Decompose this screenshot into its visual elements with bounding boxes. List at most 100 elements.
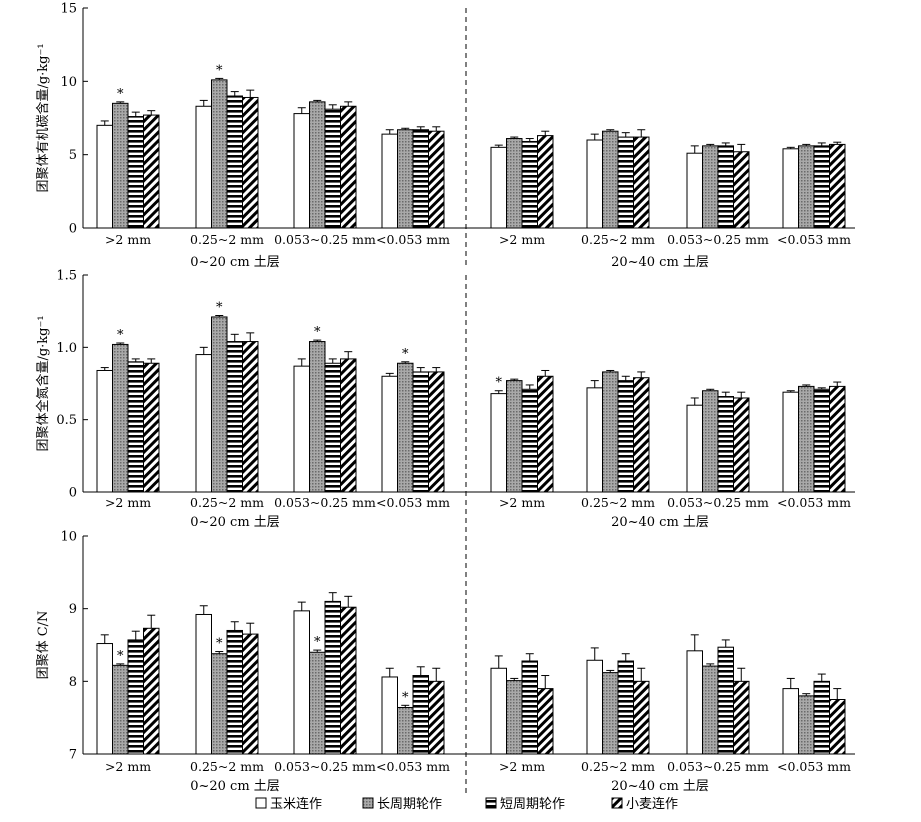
- significance-marker: *: [216, 637, 223, 652]
- x-category-label: 0.053~0.25 mm: [274, 232, 376, 247]
- bar-long-rotation: [506, 138, 523, 229]
- bar-maize: [96, 643, 113, 755]
- bar-wheat: [537, 688, 554, 755]
- significance-marker: *: [117, 328, 124, 343]
- bar-long-rotation: [798, 385, 815, 493]
- bar-maize: [381, 676, 398, 755]
- legend-item-long-rotation: 长周期轮作: [362, 797, 442, 812]
- bar-short-rotation: [521, 388, 538, 493]
- bar-long-rotation: [798, 145, 815, 229]
- bar-short-rotation: [617, 136, 634, 229]
- bar-wheat: [340, 358, 357, 493]
- bar-wheat: [428, 130, 445, 229]
- bar-maize: [686, 650, 703, 755]
- bar-short-rotation: [717, 646, 734, 755]
- x-category-label: >2 mm: [499, 232, 545, 247]
- bar-maize: [195, 613, 212, 755]
- bar-maize: [293, 365, 310, 493]
- bar-long-rotation: [702, 145, 719, 229]
- x-group-label: 0~20 cm 土层: [190, 255, 280, 270]
- legend-swatch-hatch: [611, 797, 623, 809]
- bar-wheat: [733, 397, 750, 493]
- y-tick-label: 8: [69, 675, 77, 690]
- bar-short-rotation: [813, 145, 830, 229]
- x-group-label: 20~40 cm 土层: [611, 779, 709, 794]
- legend-item-maize: 玉米连作: [255, 796, 322, 812]
- y-tick-label: 10: [60, 75, 77, 90]
- y-axis-title: 团聚体 C/N: [36, 611, 51, 680]
- bar-short-rotation: [617, 660, 634, 755]
- bar-maize: [686, 152, 703, 229]
- bar-maize: [586, 659, 603, 755]
- x-category-label: 0.053~0.25 mm: [667, 759, 769, 774]
- significance-marker: *: [314, 635, 321, 650]
- x-category-label: 0.053~0.25 mm: [274, 495, 376, 510]
- legend: 玉米连作 长周期轮作 短周期轮作 小麦连作: [255, 796, 678, 812]
- bar-long-rotation: [602, 672, 619, 755]
- x-category-label: <0.053 mm: [777, 759, 851, 774]
- bar-maize: [782, 391, 799, 493]
- bar-long-rotation: [506, 380, 523, 493]
- bar-maize: [490, 667, 507, 755]
- x-group-label: 20~40 cm 土层: [611, 255, 709, 270]
- legend-swatch-dots: [362, 797, 374, 809]
- bar-maize: [195, 354, 212, 493]
- bar-short-rotation: [324, 600, 341, 755]
- bar-wheat: [242, 341, 259, 493]
- bar-wheat: [428, 680, 445, 755]
- bar-short-rotation: [226, 629, 243, 755]
- x-category-label: 0.25~2 mm: [581, 495, 655, 510]
- x-group-label: 20~40 cm 土层: [611, 515, 709, 530]
- x-category-label: <0.053 mm: [376, 759, 450, 774]
- panels-root: 0 5 10 15 团聚体有机碳含量/g·kg⁻¹ >2 mm 0.25~2 mm 0.053…: [35, 2, 855, 794]
- y-tick-label: 0.5: [56, 413, 77, 428]
- x-category-label: 0.25~2 mm: [190, 495, 264, 510]
- bar-wheat: [733, 680, 750, 755]
- bar-short-rotation: [717, 145, 734, 229]
- bar-short-rotation: [127, 361, 144, 493]
- bar-maize: [782, 688, 799, 755]
- y-tick-label: 0: [69, 222, 77, 237]
- bar-maize: [586, 387, 603, 493]
- bar-wheat: [633, 136, 650, 229]
- x-category-label: >2 mm: [499, 759, 545, 774]
- bar-short-rotation: [521, 660, 538, 755]
- significance-marker: *: [117, 649, 124, 664]
- bar-wheat: [340, 606, 357, 755]
- y-axis-title: 团聚体有机碳含量/g·kg⁻¹: [35, 43, 51, 192]
- x-group-label: 0~20 cm 土层: [190, 779, 280, 794]
- bar-long-rotation: [112, 343, 129, 493]
- y-axis-title: 团聚体全氮含量/g·kg⁻¹: [35, 315, 51, 451]
- bar-short-rotation: [324, 108, 341, 229]
- x-category-label: 0.053~0.25 mm: [667, 232, 769, 247]
- bar-wheat: [537, 135, 554, 229]
- y-tick-label: 1.5: [56, 269, 77, 284]
- bar-short-rotation: [617, 380, 634, 493]
- bar-long-rotation: [602, 130, 619, 229]
- y-tick-label: 10: [60, 530, 77, 545]
- x-category-label: <0.053 mm: [376, 495, 450, 510]
- bar-long-rotation: [397, 706, 414, 755]
- x-category-label: 0.053~0.25 mm: [667, 495, 769, 510]
- bar-long-rotation: [397, 129, 414, 229]
- x-category-label: >2 mm: [499, 495, 545, 510]
- chart-panel-1: 0 5 10 15 团聚体有机碳含量/g·kg⁻¹ >2 mm 0.25~2 mm 0.053…: [35, 2, 855, 270]
- bar-wheat: [829, 699, 846, 755]
- bar-long-rotation: [397, 362, 414, 493]
- bar-long-rotation: [702, 390, 719, 493]
- bar-maize: [490, 146, 507, 229]
- bar-maize: [686, 404, 703, 493]
- bar-maize: [195, 105, 212, 229]
- bar-long-rotation: [112, 664, 129, 755]
- bar-short-rotation: [127, 116, 144, 229]
- bar-long-rotation: [506, 680, 523, 755]
- bar-maize: [96, 369, 113, 493]
- y-tick-label: 1.0: [56, 341, 77, 356]
- x-category-label: <0.053 mm: [777, 232, 851, 247]
- significance-marker: *: [117, 87, 124, 102]
- bar-long-rotation: [211, 79, 228, 229]
- legend-swatch-white: [255, 797, 267, 809]
- bar-wheat: [633, 377, 650, 493]
